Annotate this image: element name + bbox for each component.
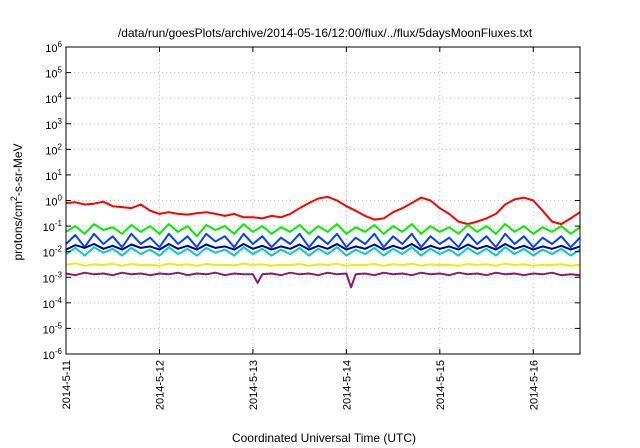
chart-title: /data/run/goesPlots/archive/2014-05-16/1…: [118, 26, 533, 40]
x-tick-label: 2014-5-12: [154, 360, 166, 410]
y-tick-label-base: 10: [43, 350, 55, 362]
y-tick-label: 105: [45, 66, 62, 81]
y-axis-label: protons/cm2-s-sr-MeV: [9, 143, 25, 260]
series-layer: [65, 195, 581, 289]
y-tick-label-base: 10: [45, 171, 57, 183]
y-axis-label-base: protons/cm: [11, 201, 25, 260]
series-line-3: [65, 246, 581, 257]
y-tick-label: 103: [45, 117, 62, 132]
series-line-4: [65, 232, 581, 249]
y-tick-label-exponent: 2: [58, 142, 63, 151]
y-tick-label: 106: [45, 40, 62, 55]
x-axis: 2014-5-11 2014-5-12 2014-5-13 2014-5-14 2014…: [61, 47, 540, 410]
y-tick-label-exponent: -5: [55, 321, 63, 330]
y-tick-label-exponent: 0: [58, 194, 63, 203]
x-tick-label: 2014-5-11: [61, 360, 73, 409]
y-axis: 10610510410310210110010-110-210-310-410-…: [43, 40, 580, 362]
x-tick-label: 2014-5-15: [435, 360, 447, 410]
y-axis-label-rest: -s-sr-MeV: [11, 143, 25, 196]
series-line-7: [65, 271, 581, 289]
series-line-6: [65, 262, 581, 267]
y-tick-label-exponent: 1: [58, 168, 63, 177]
y-tick-label: 10-6: [43, 347, 63, 362]
y-tick-label-base: 10: [43, 324, 55, 336]
y-tick-label: 10-2: [43, 245, 63, 260]
series-line-2: [65, 223, 581, 238]
y-tick-label-base: 10: [43, 222, 55, 234]
y-tick-label-exponent: -4: [55, 296, 63, 305]
y-tick-label-exponent: 3: [58, 117, 63, 126]
y-tick-label: 100: [45, 194, 62, 209]
y-tick-label-exponent: 4: [58, 91, 63, 100]
y-tick-label-base: 10: [45, 43, 57, 55]
series-line-5: [65, 243, 581, 251]
y-tick-label-base: 10: [43, 273, 55, 285]
y-tick-label-exponent: -2: [55, 245, 63, 254]
y-tick-label: 102: [45, 142, 62, 157]
y-tick-label-base: 10: [45, 94, 57, 106]
y-tick-label: 10-4: [43, 296, 63, 311]
y-tick-label-exponent: 6: [58, 40, 63, 49]
y-tick-label: 104: [45, 91, 62, 106]
y-tick-label-base: 10: [43, 248, 55, 260]
y-tick-label-base: 10: [43, 299, 55, 311]
x-axis-label: Coordinated Universal Time (UTC): [232, 431, 416, 445]
y-tick-label-exponent: -6: [55, 347, 63, 356]
y-tick-label-exponent: -3: [55, 270, 63, 279]
y-tick-label-exponent: -1: [55, 219, 63, 228]
y-tick-label: 101: [45, 168, 62, 183]
y-tick-label-base: 10: [45, 145, 57, 157]
y-tick-label: 10-1: [43, 219, 63, 234]
x-tick-label: 2014-5-13: [248, 360, 260, 410]
x-tick-label: 2014-5-16: [528, 360, 540, 410]
series-line-1: [65, 195, 581, 226]
y-axis-label-sup: 2: [9, 196, 19, 201]
y-tick-label: 10-5: [43, 321, 63, 336]
y-tick-label: 10-3: [43, 270, 63, 285]
x-tick-label: 2014-5-14: [341, 360, 353, 410]
grid: [65, 47, 580, 354]
y-tick-label-exponent: 5: [58, 66, 63, 75]
y-tick-label-base: 10: [45, 120, 57, 132]
y-tick-label-base: 10: [45, 197, 57, 209]
y-tick-label-base: 10: [45, 69, 57, 81]
